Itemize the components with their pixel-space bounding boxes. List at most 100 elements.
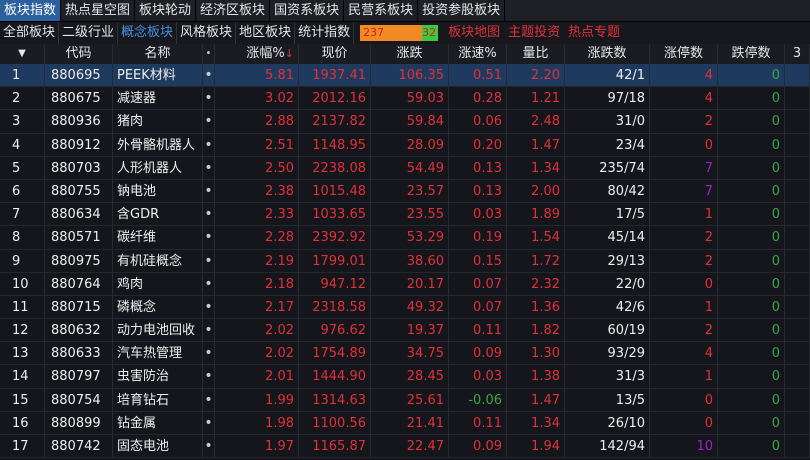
row-code: 880715 (45, 295, 113, 319)
row-index: 5 (0, 156, 45, 179)
table-row[interactable]: 17 880742 固态电池 • 1.97 1165.87 22.47 0.09 1.94 142… (0, 435, 810, 459)
subtab-concept[interactable]: 概念板块 (118, 22, 178, 44)
col-updown[interactable]: 涨跌数 (565, 44, 650, 64)
row-price: 2318.58 (299, 295, 371, 319)
row-speed: 0.28 (449, 87, 507, 110)
row-updown: 17/5 (565, 203, 650, 226)
table-row[interactable]: 10 880764 鸡肉 • 2.18 947.12 20.17 0.07 2.32 22/0 0 0 (0, 272, 810, 296)
row-name: 磷概念 (113, 295, 203, 319)
table-row[interactable]: 7 880634 含GDR • 2.33 1033.65 23.55 0.03 1.89 17/5… (0, 203, 810, 227)
table-body: 1 880695 PEEK材料 • 5.81 1937.41 106.35 0.51 2.20 4… (0, 64, 810, 459)
row-pct: 2.18 (215, 272, 299, 295)
row-extra (785, 156, 810, 179)
row-dot: • (203, 64, 215, 87)
row-price: 976.62 (299, 319, 371, 342)
col-price[interactable]: 现价 (299, 44, 371, 64)
tab-sector-index[interactable]: 板块指数 (0, 0, 62, 21)
subtab-style[interactable]: 风格板块 (177, 22, 237, 44)
row-dot: • (203, 156, 215, 179)
tab-sector-rotation[interactable]: 板块轮动 (135, 0, 197, 21)
subtab-region[interactable]: 地区板块 (236, 22, 296, 44)
tab-investment[interactable]: 投资参股板块 (418, 0, 506, 21)
subtab-level2[interactable]: 二级行业 (59, 22, 119, 44)
col-more[interactable]: 3 (785, 44, 810, 64)
col-code[interactable]: 代码 (45, 44, 113, 64)
col-pct[interactable]: 涨幅%↓ (215, 44, 299, 64)
sort-dropdown-icon[interactable]: ▼ (0, 44, 45, 64)
col-speed[interactable]: 涨速% (449, 44, 507, 64)
link-sector-map[interactable]: 板块地图 (448, 25, 501, 40)
row-dot: • (203, 295, 215, 319)
col-change[interactable]: 涨跌 (371, 44, 449, 64)
table-row[interactable]: 2 880675 减速器 • 3.02 2012.16 59.03 0.28 1.21 97/18… (0, 87, 810, 111)
row-vol-ratio: 1.34 (507, 156, 565, 179)
row-updown: 29/13 (565, 249, 650, 272)
row-dot: • (203, 249, 215, 272)
row-code: 880764 (45, 272, 113, 295)
row-price: 2012.16 (299, 87, 371, 110)
row-limit-down: 0 (718, 249, 785, 272)
row-updown: 22/0 (565, 272, 650, 295)
row-vol-ratio: 1.94 (507, 435, 565, 458)
row-limit-down: 0 (718, 342, 785, 365)
table-row[interactable]: 14 880797 虫害防治 • 2.01 1444.90 28.45 0.03 1.38 31/… (0, 365, 810, 389)
table-row[interactable]: 3 880936 猪肉 • 2.88 2137.82 59.84 0.06 2.48 31/0 2 0 (0, 110, 810, 134)
row-extra (785, 87, 810, 110)
row-extra (785, 272, 810, 295)
tab-private[interactable]: 民营系板块 (344, 0, 419, 21)
row-code: 880634 (45, 203, 113, 226)
table-row[interactable]: 1 880695 PEEK材料 • 5.81 1937.41 106.35 0.51 2.20 4… (0, 64, 810, 88)
table-row[interactable]: 12 880632 动力电池回收 • 2.02 976.62 19.37 0.11 1.82 60… (0, 319, 810, 343)
row-limit-down: 0 (718, 64, 785, 87)
table-row[interactable]: 5 880703 人形机器人 • 2.50 2238.08 54.49 0.13 1.34 235… (0, 156, 810, 180)
row-change: 34.75 (371, 342, 449, 365)
row-limit-down: 0 (718, 388, 785, 411)
tab-economic-zone[interactable]: 经济区板块 (196, 0, 271, 21)
row-change: 20.17 (371, 272, 449, 295)
row-limit-up: 10 (650, 435, 718, 458)
tab-state-owned[interactable]: 国资系板块 (270, 0, 345, 21)
row-extra (785, 110, 810, 133)
row-dot: • (203, 388, 215, 411)
row-change: 28.45 (371, 365, 449, 388)
row-index: 13 (0, 342, 45, 365)
row-pct: 2.38 (215, 179, 299, 203)
row-limit-up: 1 (650, 365, 718, 388)
table-header: ▼ 代码 名称 • 涨幅%↓ 现价 涨跌 涨速% 量比 涨跌数 涨停数 跌停数 … (0, 44, 810, 64)
table-row[interactable]: 13 880633 汽车热管理 • 2.02 1754.89 34.75 0.09 1.30 93… (0, 342, 810, 366)
table-row[interactable]: 4 880912 外骨骼机器人 • 2.51 1148.95 28.09 0.20 1.47 23… (0, 133, 810, 157)
row-limit-up: 4 (650, 342, 718, 365)
table-row[interactable]: 15 880754 培育钻石 • 1.99 1314.63 25.61 -0.06 1.47 13… (0, 388, 810, 412)
table-row[interactable]: 9 880975 有机硅概念 • 2.19 1799.01 38.60 0.15 1.72 29/… (0, 249, 810, 273)
row-extra (785, 435, 810, 458)
row-name: 钠电池 (113, 179, 203, 203)
col-limit-down[interactable]: 跌停数 (718, 44, 785, 64)
link-hot-topics[interactable]: 热点专题 (568, 25, 621, 40)
row-pct: 1.97 (215, 435, 299, 458)
col-vol-ratio[interactable]: 量比 (507, 44, 565, 64)
table-row[interactable]: 8 880571 碳纤维 • 2.28 2392.92 53.29 0.19 1.54 45/14… (0, 226, 810, 250)
row-vol-ratio: 1.47 (507, 133, 565, 156)
down-count: 32 (422, 25, 439, 41)
row-price: 1444.90 (299, 365, 371, 388)
row-updown: 142/94 (565, 435, 650, 458)
col-name[interactable]: 名称 (113, 44, 203, 64)
row-name: 虫害防治 (113, 365, 203, 388)
link-theme-invest[interactable]: 主题投资 (508, 25, 561, 40)
tab-hot-starmap[interactable]: 热点星空图 (61, 0, 136, 21)
col-limit-up[interactable]: 涨停数 (650, 44, 718, 64)
row-name: 动力电池回收 (113, 319, 203, 342)
table-row[interactable]: 6 880755 钠电池 • 2.38 1015.48 23.57 0.13 2.00 80/42… (0, 179, 810, 204)
table-row[interactable]: 11 880715 磷概念 • 2.17 2318.58 49.32 0.07 1.36 42/6… (0, 295, 810, 320)
row-code: 880754 (45, 388, 113, 411)
subtab-all[interactable]: 全部板块 (0, 22, 60, 44)
row-dot: • (203, 319, 215, 342)
subtab-stats[interactable]: 统计指数 (295, 22, 355, 44)
table-row[interactable]: 16 880899 钻金属 • 1.98 1100.56 21.41 0.11 1.34 26/1… (0, 411, 810, 435)
row-price: 2137.82 (299, 110, 371, 133)
row-name: 减速器 (113, 87, 203, 110)
row-limit-up: 0 (650, 272, 718, 295)
row-price: 1937.41 (299, 64, 371, 87)
row-vol-ratio: 1.36 (507, 295, 565, 319)
row-dot: • (203, 203, 215, 226)
